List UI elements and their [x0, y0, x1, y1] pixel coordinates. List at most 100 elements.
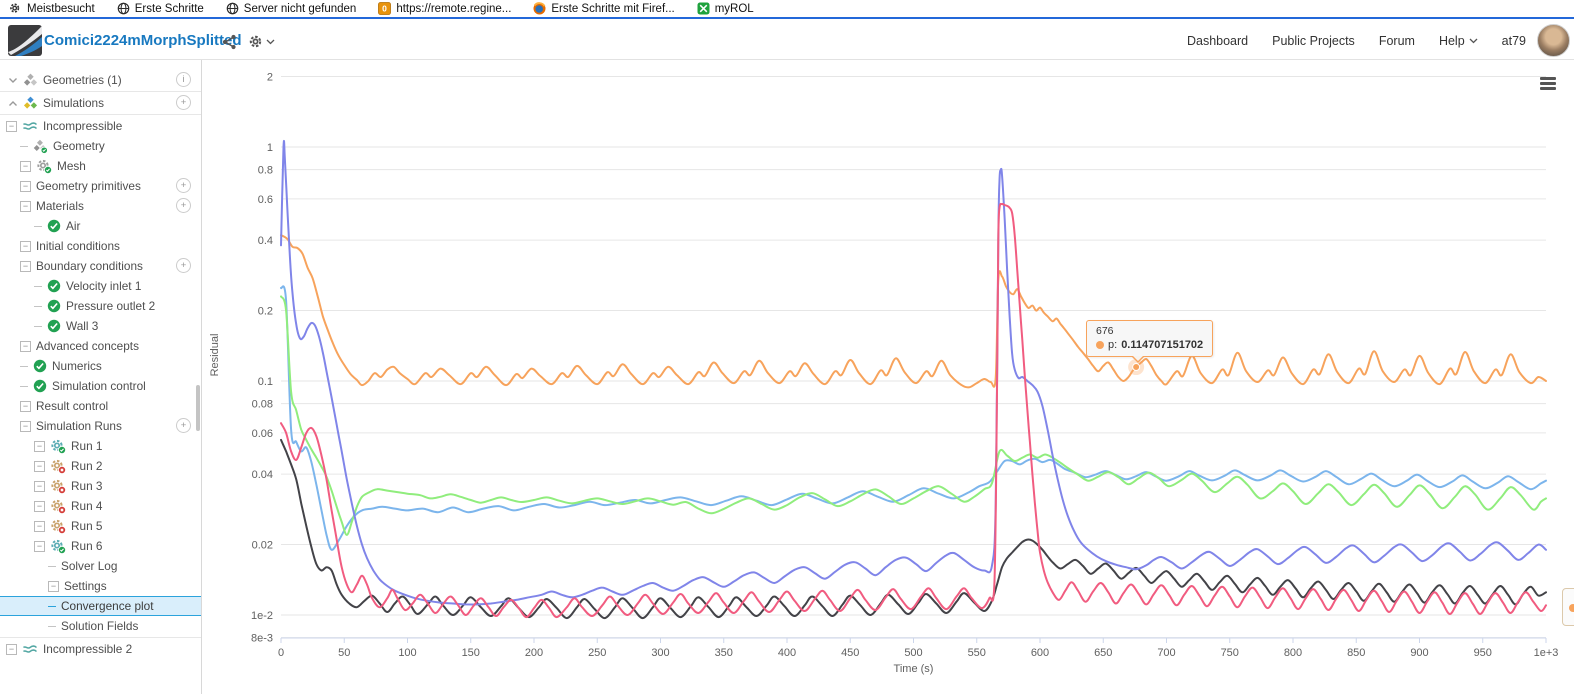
- waves-icon: [22, 119, 38, 133]
- hover-point-marker: [1132, 363, 1141, 372]
- bookmark-item[interactable]: 0 https://remote.regine...: [378, 2, 511, 15]
- sidebar-item-initial-conditions[interactable]: − Initial conditions: [0, 236, 201, 256]
- collapse-toggle-icon[interactable]: −: [34, 500, 45, 512]
- sidebar-scrollbar[interactable]: [196, 385, 200, 431]
- sidebar-item-solution-fields[interactable]: Solution Fields: [0, 616, 201, 636]
- cubes-color-icon: [23, 96, 38, 111]
- collapse-toggle-icon[interactable]: −: [20, 200, 31, 212]
- nav-help[interactable]: Help: [1439, 34, 1478, 48]
- sidebar-item-materials[interactable]: − Materials +: [0, 196, 201, 216]
- tree-connector: [48, 565, 56, 567]
- settings-gear-icon[interactable]: [248, 34, 275, 49]
- collapse-toggle-icon[interactable]: −: [20, 160, 31, 172]
- tree-connector: [20, 385, 28, 387]
- sidebar-item-solver-log[interactable]: Solver Log: [0, 556, 201, 576]
- info-button[interactable]: i: [176, 72, 191, 87]
- series-line-green[interactable]: [280, 295, 1547, 536]
- sidebar-item-geometry[interactable]: Geometry: [0, 136, 201, 156]
- collapse-toggle-icon[interactable]: −: [34, 480, 45, 492]
- collapse-toggle-icon[interactable]: −: [20, 340, 31, 352]
- sidebar-item-label: Run 4: [71, 499, 103, 513]
- convergence-chart[interactable]: 2 1 0.8 0.6 0.4 0.2 0.1 0.08 0.06 0.04 0.02 1e-2 8e-…: [202, 60, 1574, 694]
- sidebar-item-run-4[interactable]: − Run 4: [0, 496, 201, 516]
- gear-ok-icon: [50, 538, 66, 554]
- plot-area[interactable]: [281, 70, 1546, 638]
- series-line-pink[interactable]: [280, 202, 1547, 619]
- sidebar-item-air[interactable]: Air: [0, 216, 201, 236]
- collapse-toggle-icon[interactable]: −: [20, 400, 31, 412]
- chevron-up-icon[interactable]: [8, 100, 18, 107]
- sidebar-item-run-3[interactable]: − Run 3: [0, 476, 201, 496]
- sidebar-item-geometries-1-[interactable]: Geometries (1) i: [0, 70, 201, 90]
- sidebar-item-numerics[interactable]: Numerics: [0, 356, 201, 376]
- sidebar-item-label: Run 5: [71, 519, 103, 533]
- sidebar-item-run-1[interactable]: − Run 1: [0, 436, 201, 456]
- add-button[interactable]: +: [176, 178, 191, 193]
- share-icon[interactable]: [222, 34, 237, 50]
- sidebar-item-label: Run 1: [71, 439, 103, 453]
- collapse-toggle-icon[interactable]: −: [34, 540, 45, 552]
- nav-dashboard[interactable]: Dashboard: [1186, 33, 1249, 48]
- bookmark-item[interactable]: Meistbesucht: [9, 2, 95, 15]
- x-tick-label: 850: [1347, 647, 1365, 659]
- sidebar-item-run-5[interactable]: − Run 5: [0, 516, 201, 536]
- add-button[interactable]: +: [176, 95, 191, 110]
- x-tick-label: 50: [338, 647, 350, 659]
- sidebar-item-geometry-primitives[interactable]: − Geometry primitives +: [0, 176, 201, 196]
- sidebar-item-result-control[interactable]: − Result control: [0, 396, 201, 416]
- add-button[interactable]: +: [176, 258, 191, 273]
- series-line-lightblue[interactable]: [280, 285, 1547, 551]
- series-line-orange[interactable]: [280, 234, 1547, 389]
- chevron-down-icon: [266, 39, 275, 44]
- collapse-toggle-icon[interactable]: −: [6, 643, 17, 655]
- sidebar-item-simulation-control[interactable]: Simulation control: [0, 376, 201, 396]
- bookmark-item[interactable]: Erste Schritte: [117, 2, 204, 15]
- sidebar-item-settings[interactable]: − Settings: [0, 576, 201, 596]
- chart-menu-icon[interactable]: [1540, 77, 1556, 92]
- y-tick-label: 1: [267, 142, 273, 154]
- top-nav: Dashboard Public Projects Forum Help at7…: [1187, 21, 1526, 60]
- collapse-toggle-icon[interactable]: −: [34, 460, 45, 472]
- y-tick-label: 0.04: [252, 469, 273, 481]
- avatar[interactable]: [1537, 24, 1570, 57]
- sidebar-item-label: Velocity inlet 1: [66, 279, 142, 293]
- sidebar-item-simulations[interactable]: Simulations +: [0, 93, 201, 113]
- bookmark-item[interactable]: Server nicht gefunden: [226, 2, 356, 15]
- sidebar-item-incompressible[interactable]: − Incompressible: [0, 116, 201, 136]
- nav-forum[interactable]: Forum: [1378, 33, 1415, 48]
- collapse-toggle-icon[interactable]: −: [34, 520, 45, 532]
- bookmark-item[interactable]: myROL: [697, 2, 754, 15]
- collapse-toggle-icon[interactable]: −: [6, 120, 17, 132]
- sidebar-item-run-6[interactable]: − Run 6: [0, 536, 201, 556]
- chevron-down-icon[interactable]: [8, 77, 18, 84]
- mesh-check-icon: [36, 158, 52, 174]
- add-button[interactable]: +: [176, 198, 191, 213]
- sidebar-item-run-2[interactable]: − Run 2: [0, 456, 201, 476]
- sidebar-item-simulation-runs[interactable]: − Simulation Runs +: [0, 416, 201, 436]
- x-tick-label: 500: [904, 647, 922, 659]
- check-icon: [33, 379, 47, 393]
- app-logo-icon[interactable]: [8, 25, 42, 61]
- gear-fail-icon: [50, 498, 66, 514]
- tree-connector: [48, 605, 56, 607]
- collapse-toggle-icon[interactable]: −: [20, 240, 31, 252]
- collapse-toggle-icon[interactable]: −: [20, 260, 31, 272]
- bookmark-item[interactable]: Erste Schritte mit Firef...: [533, 2, 675, 15]
- collapse-toggle-icon[interactable]: −: [34, 440, 45, 452]
- nav-username[interactable]: at79: [1501, 33, 1526, 48]
- sidebar-item-mesh[interactable]: − Mesh: [0, 156, 201, 176]
- sidebar-item-wall-3[interactable]: Wall 3: [0, 316, 201, 336]
- sidebar-item-convergence-plot[interactable]: Convergence plot: [0, 596, 201, 616]
- sidebar-item-incompressible-2[interactable]: − Incompressible 2: [0, 639, 201, 659]
- sidebar-item-label: Solver Log: [61, 559, 118, 573]
- sidebar-item-pressure-outlet-2[interactable]: Pressure outlet 2: [0, 296, 201, 316]
- sidebar-item-boundary-conditions[interactable]: − Boundary conditions +: [0, 256, 201, 276]
- collapse-toggle-icon[interactable]: −: [20, 180, 31, 192]
- nav-public-projects[interactable]: Public Projects: [1272, 33, 1355, 48]
- add-button[interactable]: +: [176, 418, 191, 433]
- sidebar-item-velocity-inlet-1[interactable]: Velocity inlet 1: [0, 276, 201, 296]
- collapse-toggle-icon[interactable]: −: [48, 580, 59, 592]
- tooltip-series-label: p:: [1108, 339, 1118, 351]
- sidebar-item-advanced-concepts[interactable]: − Advanced concepts: [0, 336, 201, 356]
- collapse-toggle-icon[interactable]: −: [20, 420, 31, 432]
